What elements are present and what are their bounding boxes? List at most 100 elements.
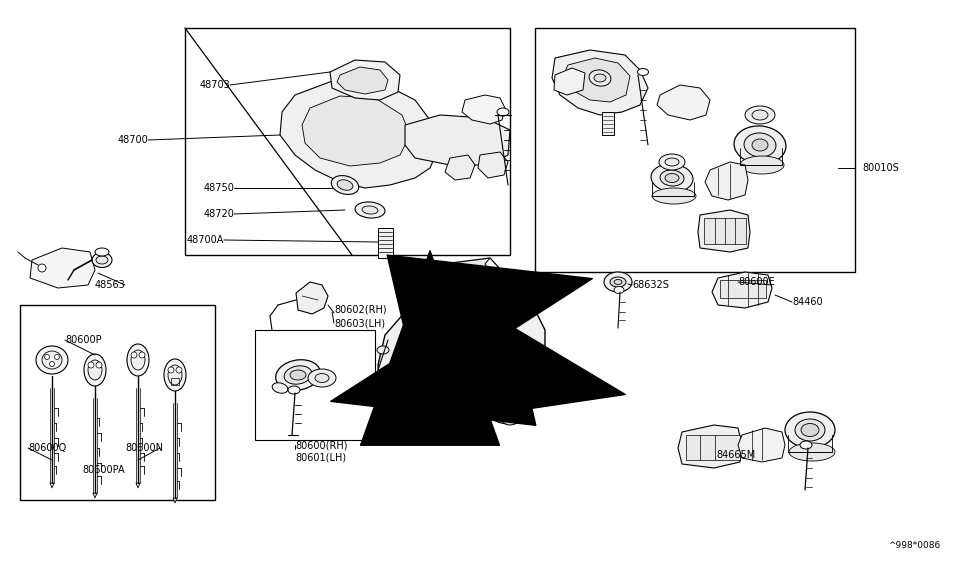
Polygon shape bbox=[562, 58, 630, 102]
Ellipse shape bbox=[284, 366, 312, 384]
Circle shape bbox=[398, 405, 418, 425]
Polygon shape bbox=[485, 258, 508, 282]
Ellipse shape bbox=[665, 158, 679, 166]
Polygon shape bbox=[420, 263, 455, 295]
Circle shape bbox=[55, 354, 59, 359]
Polygon shape bbox=[478, 152, 508, 178]
Polygon shape bbox=[50, 483, 54, 488]
Bar bbox=[255, 330, 375, 440]
Polygon shape bbox=[462, 95, 505, 124]
Polygon shape bbox=[302, 96, 410, 166]
Ellipse shape bbox=[491, 406, 529, 424]
Polygon shape bbox=[173, 498, 177, 503]
Text: 80600PA: 80600PA bbox=[82, 465, 125, 475]
Circle shape bbox=[139, 352, 145, 358]
Text: 68632S: 68632S bbox=[632, 280, 669, 290]
Ellipse shape bbox=[389, 406, 427, 424]
Polygon shape bbox=[445, 155, 475, 180]
Polygon shape bbox=[280, 80, 440, 188]
Text: 80010S: 80010S bbox=[862, 163, 899, 173]
Ellipse shape bbox=[801, 423, 819, 436]
Ellipse shape bbox=[164, 359, 186, 391]
Ellipse shape bbox=[377, 346, 389, 354]
Ellipse shape bbox=[308, 369, 336, 387]
Ellipse shape bbox=[42, 351, 62, 369]
Ellipse shape bbox=[659, 154, 685, 170]
Ellipse shape bbox=[638, 68, 648, 75]
Bar bbox=[704, 218, 746, 244]
Text: ^998*0086: ^998*0086 bbox=[888, 541, 940, 550]
Polygon shape bbox=[330, 60, 400, 100]
Ellipse shape bbox=[740, 156, 784, 174]
Ellipse shape bbox=[594, 74, 606, 82]
Circle shape bbox=[168, 367, 174, 373]
Polygon shape bbox=[678, 425, 742, 468]
Ellipse shape bbox=[96, 256, 108, 264]
Ellipse shape bbox=[745, 106, 775, 124]
Bar bbox=[686, 435, 740, 460]
Polygon shape bbox=[712, 272, 772, 308]
Ellipse shape bbox=[789, 443, 835, 461]
Ellipse shape bbox=[734, 126, 786, 164]
Polygon shape bbox=[30, 248, 95, 288]
Ellipse shape bbox=[88, 360, 102, 380]
Text: 48563: 48563 bbox=[95, 280, 125, 290]
Bar bbox=[185, 28, 510, 255]
Ellipse shape bbox=[614, 280, 622, 285]
Circle shape bbox=[176, 367, 182, 373]
Bar bbox=[535, 28, 855, 272]
Text: 80600N: 80600N bbox=[125, 443, 163, 453]
Bar bbox=[602, 112, 614, 135]
Ellipse shape bbox=[652, 188, 696, 204]
Ellipse shape bbox=[95, 248, 109, 256]
Polygon shape bbox=[337, 67, 388, 94]
Ellipse shape bbox=[131, 350, 145, 370]
Circle shape bbox=[466, 341, 474, 349]
Ellipse shape bbox=[332, 175, 359, 194]
Ellipse shape bbox=[785, 412, 835, 448]
Text: 48700: 48700 bbox=[117, 135, 148, 145]
Ellipse shape bbox=[651, 164, 693, 192]
Ellipse shape bbox=[497, 108, 509, 116]
Ellipse shape bbox=[84, 354, 106, 386]
Text: 48750: 48750 bbox=[203, 183, 234, 193]
Text: 80600(RH): 80600(RH) bbox=[295, 440, 347, 450]
Text: 80600Q: 80600Q bbox=[28, 443, 66, 453]
Bar bbox=[720, 280, 766, 298]
Polygon shape bbox=[552, 50, 648, 115]
Ellipse shape bbox=[795, 419, 825, 441]
Ellipse shape bbox=[604, 272, 632, 292]
Polygon shape bbox=[738, 428, 785, 462]
Ellipse shape bbox=[610, 277, 626, 287]
Ellipse shape bbox=[355, 202, 385, 218]
Polygon shape bbox=[420, 258, 508, 295]
Ellipse shape bbox=[168, 365, 182, 385]
Circle shape bbox=[38, 264, 46, 272]
Ellipse shape bbox=[337, 180, 353, 190]
Ellipse shape bbox=[362, 206, 378, 214]
Ellipse shape bbox=[290, 370, 306, 380]
Ellipse shape bbox=[276, 360, 321, 391]
Ellipse shape bbox=[272, 383, 288, 393]
Text: 80602(RH): 80602(RH) bbox=[334, 305, 387, 315]
Polygon shape bbox=[405, 115, 510, 165]
Ellipse shape bbox=[660, 170, 684, 186]
Polygon shape bbox=[296, 282, 328, 314]
Polygon shape bbox=[378, 230, 393, 255]
Ellipse shape bbox=[744, 133, 776, 157]
Circle shape bbox=[442, 337, 448, 344]
Text: 48720: 48720 bbox=[203, 209, 234, 219]
Circle shape bbox=[500, 405, 520, 425]
Ellipse shape bbox=[614, 286, 624, 294]
Ellipse shape bbox=[665, 174, 679, 182]
Polygon shape bbox=[378, 285, 545, 420]
Ellipse shape bbox=[589, 70, 611, 86]
Text: 80600P: 80600P bbox=[65, 335, 101, 345]
Polygon shape bbox=[657, 85, 710, 120]
Circle shape bbox=[50, 362, 55, 367]
Ellipse shape bbox=[800, 441, 812, 449]
Polygon shape bbox=[705, 162, 748, 200]
Text: 80601(LH): 80601(LH) bbox=[295, 453, 346, 463]
Ellipse shape bbox=[315, 374, 329, 383]
Ellipse shape bbox=[36, 346, 68, 374]
